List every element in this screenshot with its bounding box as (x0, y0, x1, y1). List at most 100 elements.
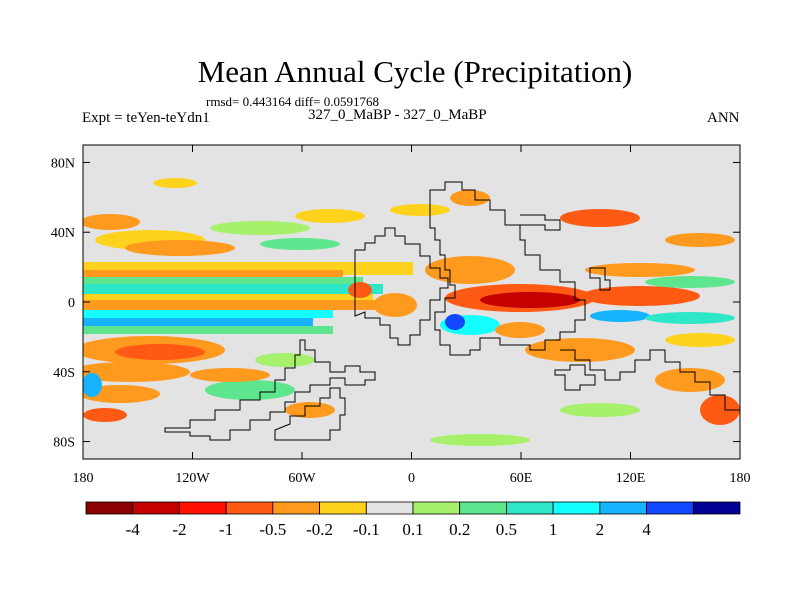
anomaly-region (83, 408, 127, 422)
experiment-label: Expt = teYen-teYdn1 (82, 110, 210, 126)
colorbar-swatch (272, 501, 320, 515)
colorbar-swatch (132, 501, 180, 515)
lat-tick-label: 0 (68, 296, 75, 311)
colorbar-swatch (506, 501, 554, 515)
anomaly-region (495, 322, 545, 338)
anomaly-region (83, 284, 383, 294)
anomaly-region (190, 368, 270, 382)
lat-tick-label: 40S (53, 366, 75, 381)
colorbar-swatch (646, 501, 694, 515)
anomaly-region (665, 233, 735, 247)
anomaly-region (590, 310, 650, 322)
anomaly-region (425, 256, 515, 284)
anomaly-region (480, 292, 580, 308)
anomaly-region (580, 286, 700, 306)
colorbar-swatch (692, 501, 741, 515)
colorbar-swatch (179, 501, 227, 515)
map-frame (82, 144, 741, 460)
anomaly-region (83, 277, 363, 285)
coastline (589, 267, 611, 291)
colorbar-label: -0.2 (306, 520, 333, 539)
anomaly-region (655, 368, 725, 392)
lon-tick-label: 60W (288, 471, 316, 486)
plot-title: Mean Annual Cycle (Precipitation) (197, 54, 633, 89)
anomaly-region (390, 204, 450, 216)
colorbar-label: -4 (126, 520, 141, 539)
anomaly-region (255, 353, 315, 367)
colorbar-swatch (365, 501, 414, 515)
anomaly-region (205, 380, 295, 400)
colorbar-swatch (552, 501, 601, 515)
colorbar-swatch (599, 501, 647, 515)
anomaly-region (285, 402, 335, 418)
coastline (554, 364, 596, 391)
colorbar-swatch (319, 501, 367, 515)
lat-tick-label: 80S (53, 436, 75, 451)
anomaly-region (450, 190, 490, 206)
colorbar-label: -1 (219, 520, 233, 539)
anomaly-region (525, 338, 635, 362)
anomaly-region (348, 282, 372, 298)
colorbar-swatch (412, 501, 461, 515)
anomaly-region (125, 240, 235, 256)
lat-tick-label: 40N (51, 226, 75, 241)
anomaly-region (560, 403, 640, 417)
lon-tick-label: 0 (408, 471, 415, 486)
anomaly-region (260, 238, 340, 250)
colorbar-label: 2 (596, 520, 605, 539)
season-label: ANN (707, 110, 740, 126)
colorbar-label: 0.5 (496, 520, 517, 539)
lon-tick-label: 120W (175, 471, 210, 486)
colorbar-label: -0.1 (353, 520, 380, 539)
lon-tick-label: 180 (73, 471, 94, 486)
anomaly-region (295, 209, 365, 223)
colorbar-label: 0.1 (402, 520, 423, 539)
coastline (274, 387, 346, 441)
stats-text: rmsd= 0.443164 diff= 0.0591768 (206, 94, 379, 109)
colorbar-swatch (85, 501, 134, 515)
colorbar: -4 -2 -1 -0.5 -0.2 -0.1 0.1 0.2 0.5 1 2 4 (85, 501, 741, 539)
anomaly-region (83, 214, 140, 230)
coastline (429, 181, 586, 356)
comparison-label: 327_0_MaBP - 327_0_MaBP (308, 107, 487, 123)
continent-outlines (164, 181, 740, 441)
lon-tick-label: 60E (510, 471, 533, 486)
anomaly-region (645, 312, 735, 324)
anomaly-region (83, 270, 343, 277)
anomaly-region (585, 263, 695, 277)
lat-tick-label: 80N (51, 156, 75, 171)
anomaly-region (83, 310, 333, 318)
anomaly-region (83, 326, 333, 334)
anomaly-region (560, 209, 640, 227)
lon-tick-label: 120E (616, 471, 646, 486)
colorbar-label: -2 (172, 520, 186, 539)
anomaly-region (665, 333, 735, 347)
anomaly-region (83, 294, 373, 300)
longitude-axis: 180 120W 60W 0 60E 120E 180 (73, 145, 751, 486)
colorbar-label: 1 (549, 520, 558, 539)
latitude-axis: 80N 40N 0 40S 80S (51, 156, 740, 451)
coastline (354, 227, 449, 346)
lon-tick-label: 180 (730, 471, 751, 486)
anomaly-field (83, 178, 740, 446)
coastline (164, 339, 376, 441)
anomaly-region (83, 318, 313, 326)
anomaly-region (115, 344, 205, 360)
anomaly-region (83, 385, 160, 403)
anomaly-region (83, 362, 190, 382)
colorbar-label: 4 (642, 520, 651, 539)
anomaly-region (153, 178, 197, 188)
anomaly-region (445, 314, 465, 330)
anomaly-region (430, 434, 530, 446)
anomaly-region (373, 293, 417, 317)
anomaly-region (210, 221, 310, 235)
anomaly-region (700, 395, 740, 425)
anomaly-region (83, 373, 102, 397)
colorbar-swatch (459, 501, 507, 515)
anomaly-region (645, 276, 735, 288)
colorbar-swatch (225, 501, 274, 515)
colorbar-label: 0.2 (449, 520, 470, 539)
coastline (520, 214, 561, 231)
anomaly-region (83, 300, 383, 310)
